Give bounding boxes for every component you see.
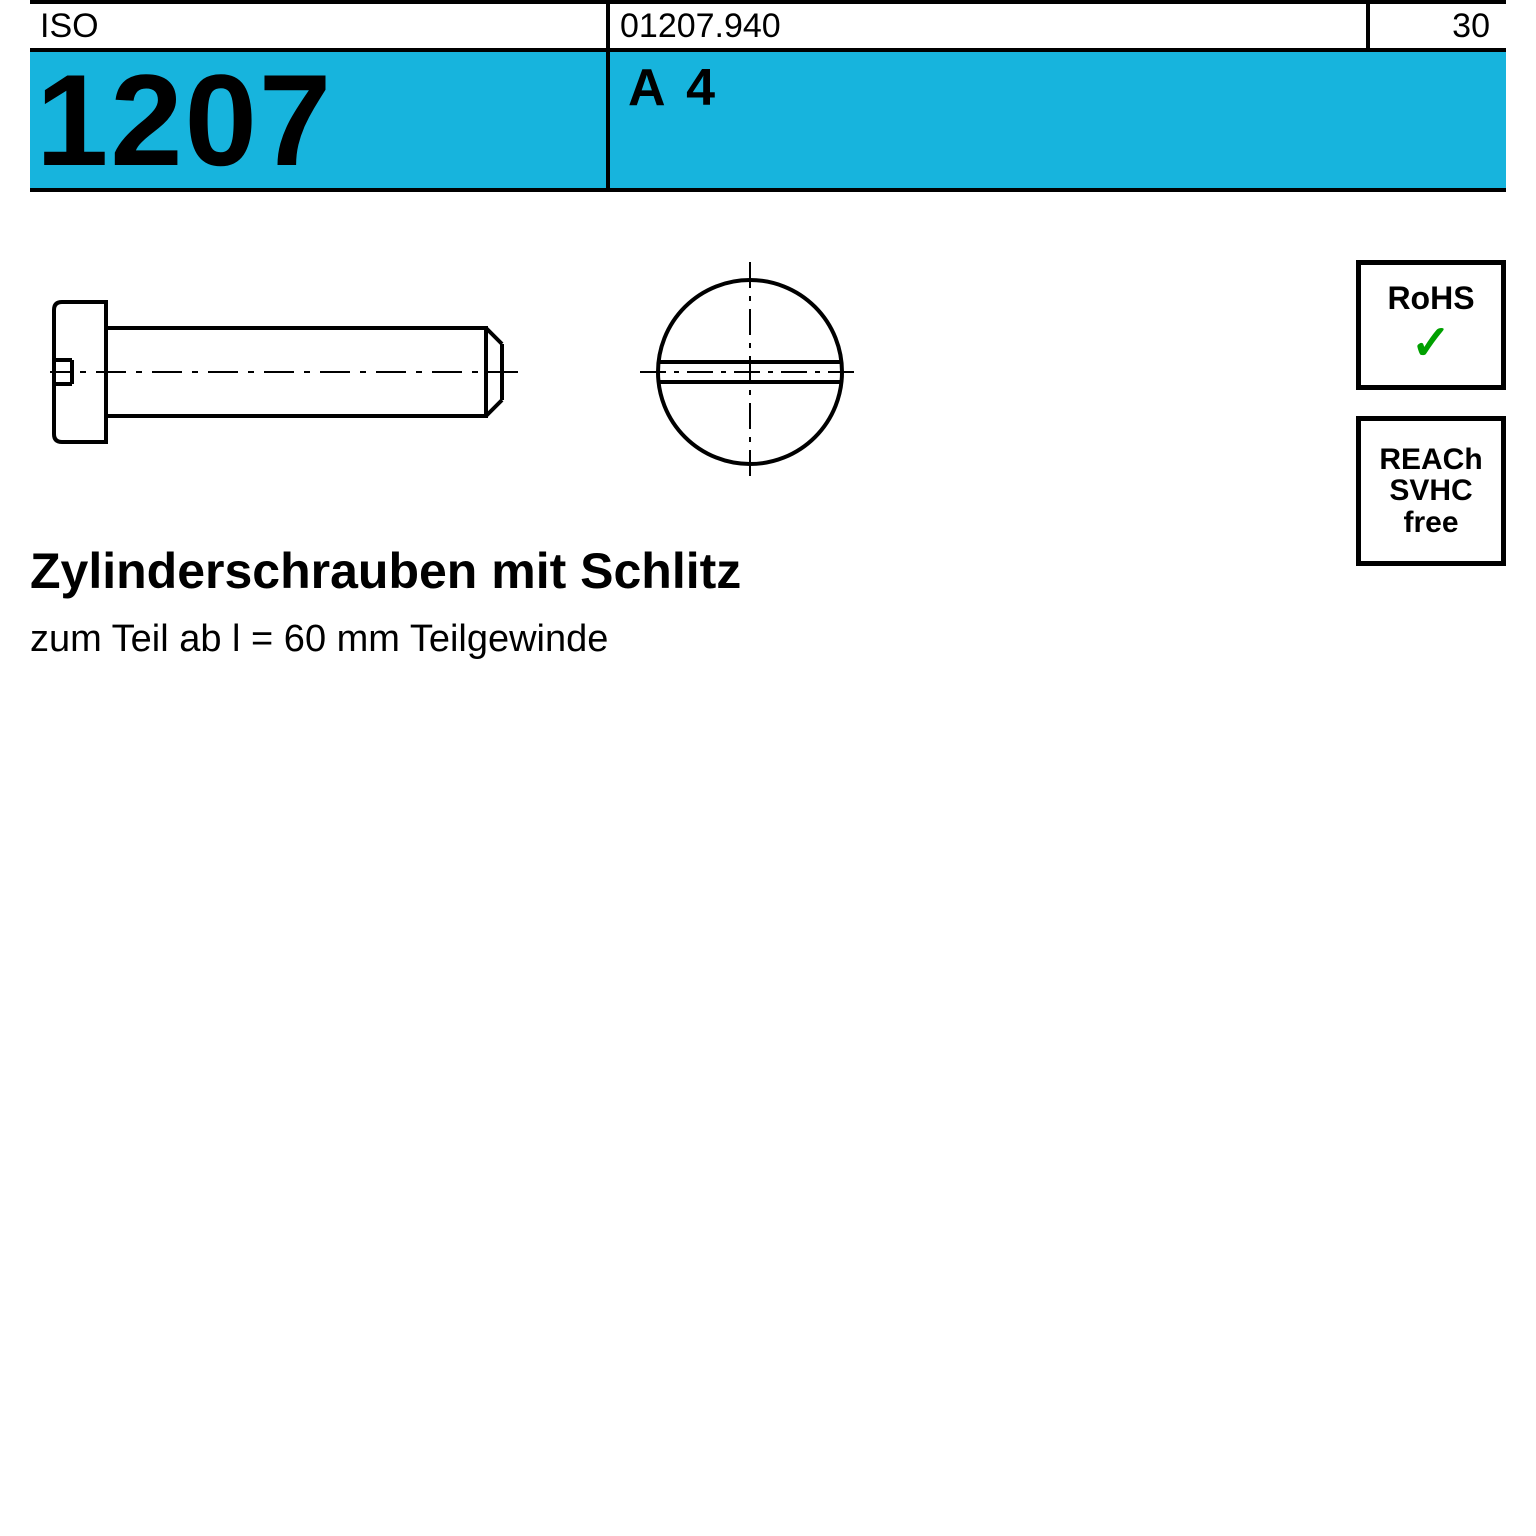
rohs-badge: RoHS ✓ [1356,260,1506,390]
check-icon: ✓ [1411,320,1451,368]
content: ISO 01207.940 30 1207 A 4 [30,0,1506,661]
reach-badge: REACh SVHC free [1356,416,1506,566]
header-iso: ISO [30,4,610,48]
compliance-badges: RoHS ✓ REACh SVHC free [1356,260,1506,592]
screw-front-view [640,262,860,482]
reach-line3: free [1403,507,1458,539]
screw-side-view [50,282,520,462]
material-grade: A 4 [610,52,1506,188]
product-subtitle: zum Teil ab l = 60 mm Teilgewinde [30,618,1506,661]
technical-drawing [30,252,1506,512]
product-title: Zylinderschrauben mit Schlitz [30,542,1506,600]
reach-line2: SVHC [1389,475,1472,507]
reach-line1: REACh [1379,444,1482,476]
header-article: 01207.940 [610,4,1370,48]
header-qty: 30 [1370,4,1506,48]
standard-number: 1207 [30,52,610,188]
rohs-label: RoHS [1387,282,1474,316]
description: Zylinderschrauben mit Schlitz zum Teil a… [30,542,1506,661]
standard-band: 1207 A 4 [30,52,1506,192]
page: ISO 01207.940 30 1207 A 4 [0,0,1536,1536]
